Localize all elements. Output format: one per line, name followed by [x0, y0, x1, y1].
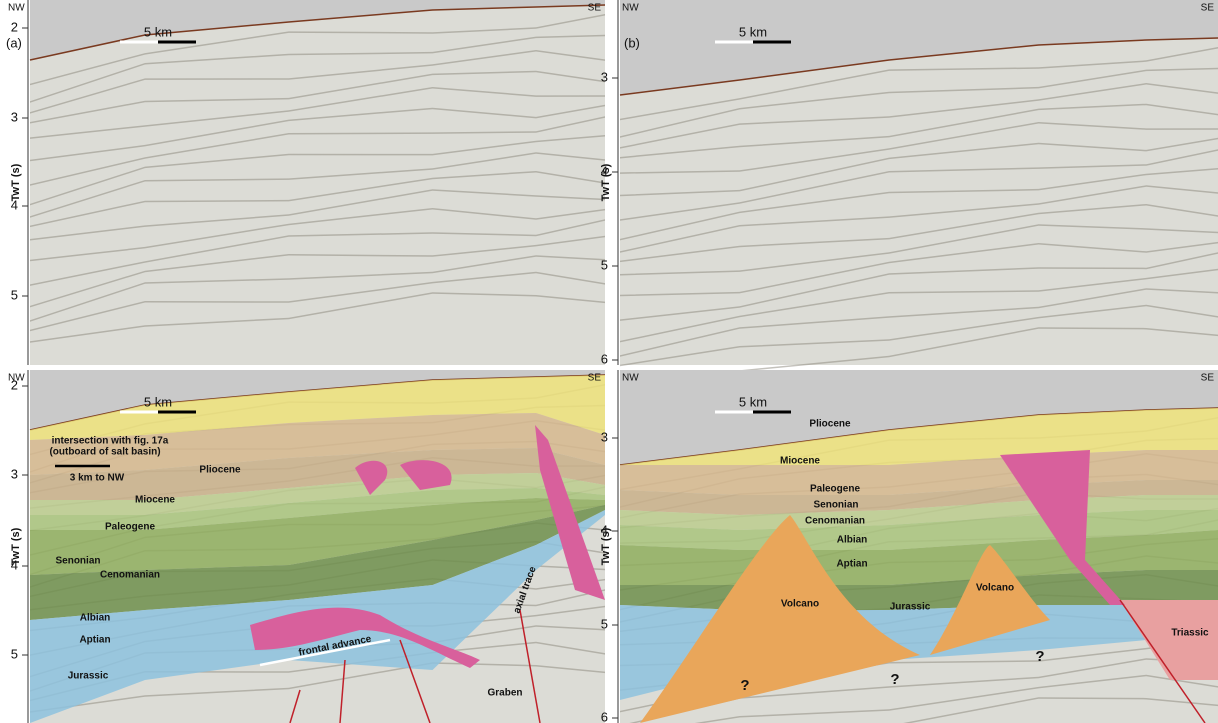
- figure: 2345TwT (s)NWSE5 km(a)3456TwT (s)NWSE5 k…: [0, 0, 1218, 723]
- axis-title: TwT (s): [600, 527, 612, 565]
- layer-label: Cenomanian: [100, 570, 160, 581]
- layer-label: Albian: [80, 613, 111, 624]
- layer-label: Pliocene: [809, 419, 851, 430]
- axis-title: TwT (s): [10, 163, 22, 201]
- direction-label: SE: [1201, 373, 1215, 384]
- annotation: 3 km to NW: [70, 473, 125, 484]
- tick-label: 5: [601, 616, 608, 631]
- annotation: Graben: [487, 688, 522, 699]
- layer-label: Miocene: [135, 495, 175, 506]
- scale-label: 5 km: [739, 394, 767, 409]
- layer-label: Senonian: [813, 500, 858, 511]
- layer-label: Pliocene: [199, 465, 241, 476]
- layer-label: Volcano: [781, 599, 819, 610]
- seismic-section: [30, 5, 605, 365]
- annotation: intersection with fig. 17a: [52, 436, 169, 447]
- direction-label: NW: [622, 3, 639, 14]
- direction-label: SE: [588, 3, 602, 14]
- axis-title: TwT (s): [600, 163, 612, 201]
- tick-label: 6: [601, 709, 608, 723]
- layer-label: Jurassic: [890, 602, 931, 613]
- layer-label: Cenomanian: [805, 516, 865, 527]
- tick-label: 5: [11, 287, 18, 302]
- scale-label: 5 km: [739, 24, 767, 39]
- layer-label: Aptian: [79, 635, 110, 646]
- question-mark: ?: [1035, 648, 1044, 665]
- tick-label: 5: [11, 646, 18, 661]
- question-mark: ?: [740, 677, 749, 694]
- layer-label: Jurassic: [68, 671, 109, 682]
- panel-label: (a): [6, 35, 22, 50]
- layer-label: Miocene: [780, 456, 820, 467]
- tick-label: 2: [11, 19, 18, 34]
- layer-label: Albian: [837, 535, 868, 546]
- scale-label: 5 km: [144, 24, 172, 39]
- layer-label: Volcano: [976, 583, 1014, 594]
- layer-label: Senonian: [55, 556, 100, 567]
- direction-label: SE: [588, 373, 602, 384]
- axis-title: TwT (s): [10, 527, 22, 565]
- layer-label: Paleogene: [810, 484, 860, 495]
- question-mark: ?: [890, 671, 899, 688]
- tick-label: 3: [601, 429, 608, 444]
- layer-label: Paleogene: [105, 522, 155, 533]
- direction-label: SE: [1201, 3, 1215, 14]
- tick-label: 6: [601, 351, 608, 366]
- direction-label: NW: [622, 373, 639, 384]
- layer-label: Triassic: [1171, 628, 1209, 639]
- tick-label: 3: [11, 109, 18, 124]
- panel-label: (b): [624, 35, 640, 50]
- tick-label: 5: [601, 257, 608, 272]
- direction-label: NW: [8, 373, 25, 384]
- layer-label: Aptian: [836, 559, 867, 570]
- annotation: (outboard of salt basin): [49, 447, 160, 458]
- tick-label: 3: [601, 69, 608, 84]
- tick-label: 3: [11, 466, 18, 481]
- direction-label: NW: [8, 3, 25, 14]
- scale-label: 5 km: [144, 394, 172, 409]
